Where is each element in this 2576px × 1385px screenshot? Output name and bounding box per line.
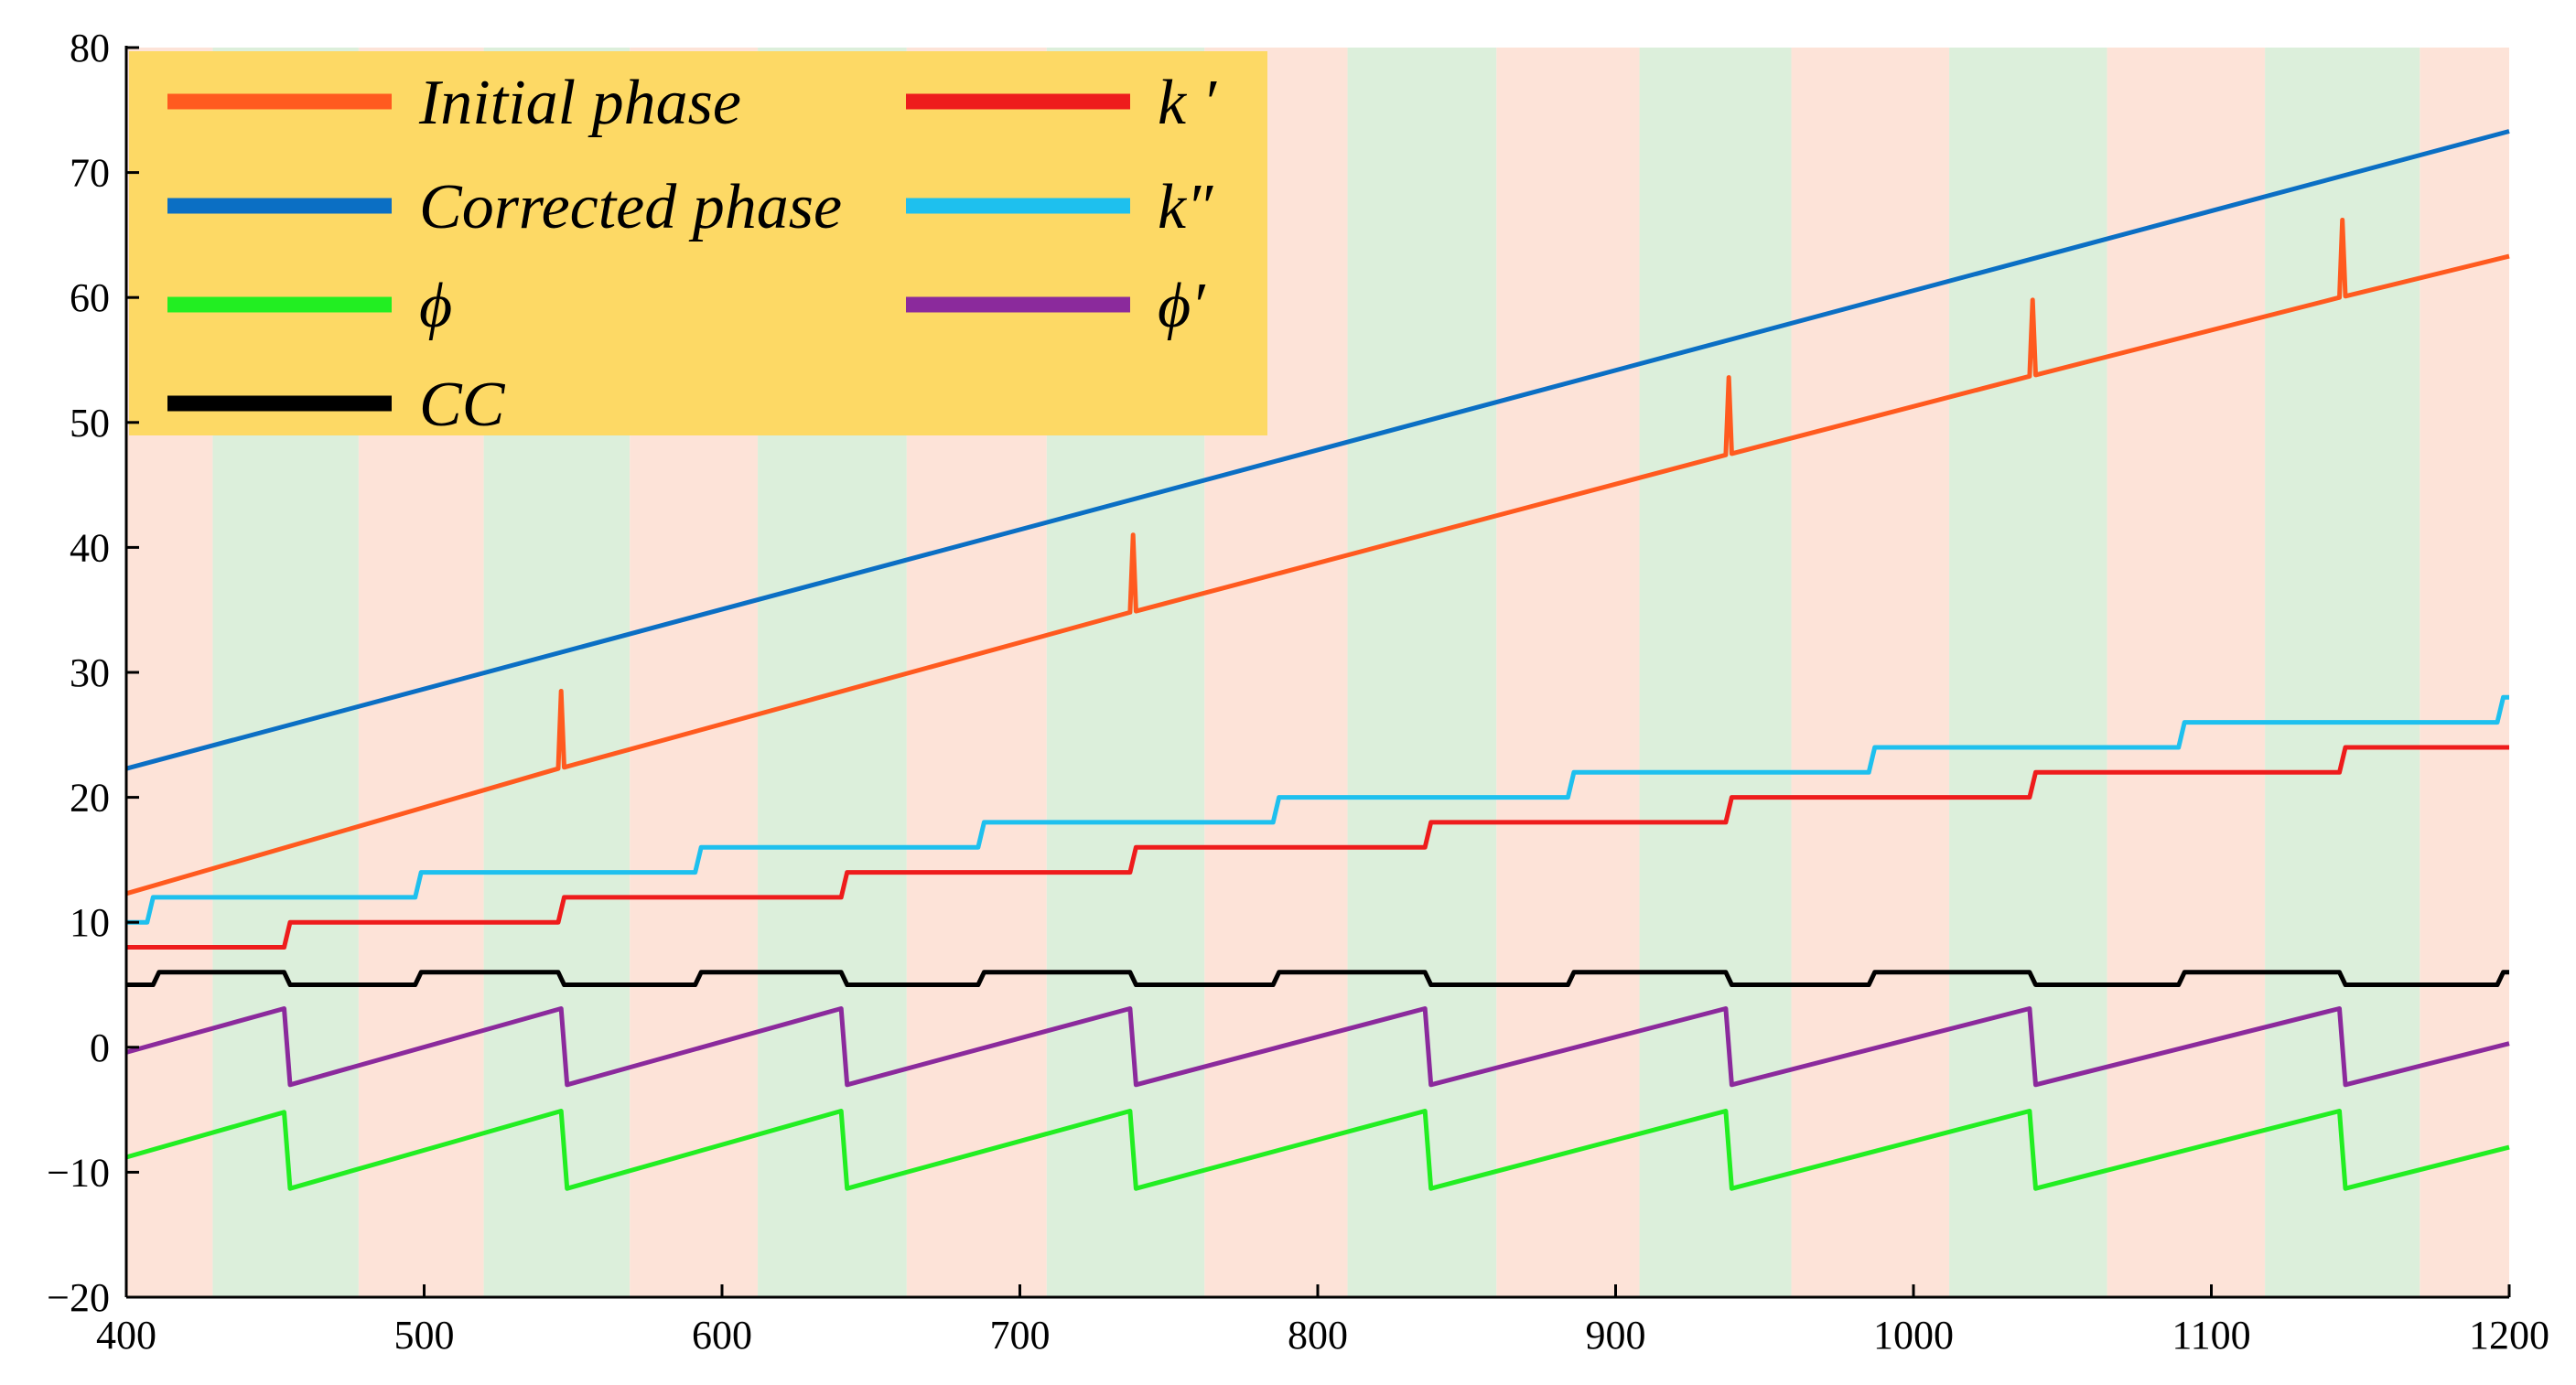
legend-label: ϕ′: [1158, 271, 1206, 341]
legend-label: CC: [419, 370, 506, 440]
y-tick-label: 80: [70, 26, 110, 70]
series-lines: [125, 129, 2510, 1191]
legend-label: ϕ: [419, 271, 452, 341]
legend-entry-corrected-phase: Corrected phase: [167, 172, 842, 242]
legend-entry-initial-phase: Initial phase: [167, 68, 741, 138]
series-line-cc: [126, 970, 2509, 987]
series-line-k-prime: [126, 745, 2509, 950]
legend-entry-k-prime: k ′: [906, 68, 1218, 138]
y-tick-label: −10: [47, 1150, 110, 1195]
series-line-k-double-prime: [126, 694, 2509, 925]
x-tick-label: 1200: [2469, 1313, 2549, 1358]
y-tick-label: −20: [47, 1275, 110, 1320]
legend-label: k″: [1158, 172, 1213, 242]
x-tick-label: 400: [96, 1313, 156, 1358]
y-tick-label: 60: [70, 275, 110, 320]
series-line-corrected-phase: [125, 129, 2510, 771]
y-tick-label: 10: [70, 900, 110, 945]
legend-entry-cc: CC: [167, 370, 506, 440]
x-tick-label: 1100: [2172, 1313, 2250, 1358]
legend-label: k ′: [1158, 68, 1218, 138]
x-tick-label: 600: [692, 1313, 752, 1358]
x-tick-label: 500: [394, 1313, 455, 1358]
legend-entry-phi-prime: ϕ′: [906, 271, 1206, 341]
legend-label: Initial phase: [418, 68, 741, 138]
background-band-10: [1496, 48, 1640, 1297]
series-line-initial-phase: [125, 218, 2510, 896]
x-tick-label: 700: [990, 1313, 1051, 1358]
background-band-14: [2107, 48, 2266, 1297]
y-tick-label: 70: [70, 151, 110, 196]
y-tick-label: 0: [90, 1025, 110, 1070]
background-band-11: [1639, 48, 1792, 1297]
background-band-13: [1949, 48, 2107, 1297]
y-tick-label: 40: [70, 525, 110, 570]
background-band-9: [1347, 48, 1497, 1297]
legend-entry-k-double-prime: k″: [906, 172, 1213, 242]
y-tick-label: 20: [70, 776, 110, 821]
series-line-phi-prime: [125, 1006, 2510, 1088]
y-tick-label: 30: [70, 650, 110, 695]
legend: Initial phase Corrected phase ϕ CC k ′ k″ ϕ′: [129, 51, 1267, 440]
legend-label: Corrected phase: [419, 172, 842, 242]
background-band-16: [2420, 48, 2509, 1297]
y-tick-label: 50: [70, 401, 110, 446]
axes: −20 −10 0 10 20 30 40 50 60 70 80 400 500 600 700 800 90…: [47, 26, 2549, 1358]
x-tick-label: 800: [1288, 1313, 1348, 1358]
x-tick-label: 900: [1586, 1313, 1646, 1358]
series-line-phi: [125, 1109, 2510, 1191]
x-tick-label: 1000: [1873, 1313, 1954, 1358]
legend-box: [129, 51, 1267, 435]
legend-entry-phi: ϕ: [167, 271, 452, 341]
background-band-12: [1791, 48, 1950, 1297]
